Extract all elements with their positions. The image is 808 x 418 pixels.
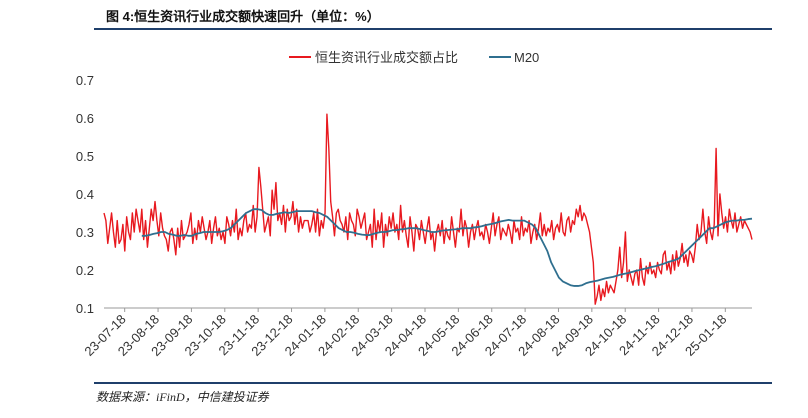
figure-title: 图 4:恒生资讯行业成交额快速回升（单位：%）: [106, 9, 380, 24]
y-tick-label: 0.5: [76, 149, 94, 164]
series-line-m20: [141, 208, 753, 287]
y-tick-label: 0.7: [76, 73, 94, 88]
bottom-rule: [94, 382, 772, 384]
y-tick-label: 0.2: [76, 263, 94, 278]
series-line-share: [103, 113, 753, 305]
axes: [104, 307, 752, 312]
top-rule: [94, 28, 772, 30]
y-tick-label: 0.4: [76, 187, 94, 202]
legend: 恒生资讯行业成交额占比 M20: [289, 50, 539, 65]
legend-label-share: 恒生资讯行业成交额占比: [315, 50, 458, 65]
y-tick-label: 0.6: [76, 111, 94, 126]
line-chart: 0.1 0.2 0.3 0.4 0.5 0.6 0.7 23-07-1823-08-1823…: [76, 50, 753, 359]
source-note: 数据来源：iFinD，中信建投证券: [96, 390, 269, 404]
series-lines: [103, 113, 753, 305]
y-tick-label: 0.1: [76, 301, 94, 316]
y-tick-label: 0.3: [76, 225, 94, 240]
legend-label-m20: M20: [514, 50, 539, 65]
x-tick-labels: 23-07-1823-08-1823-09-1823-10-1823-11-18…: [81, 312, 729, 359]
y-tick-labels: 0.1 0.2 0.3 0.4 0.5 0.6 0.7: [76, 73, 94, 316]
